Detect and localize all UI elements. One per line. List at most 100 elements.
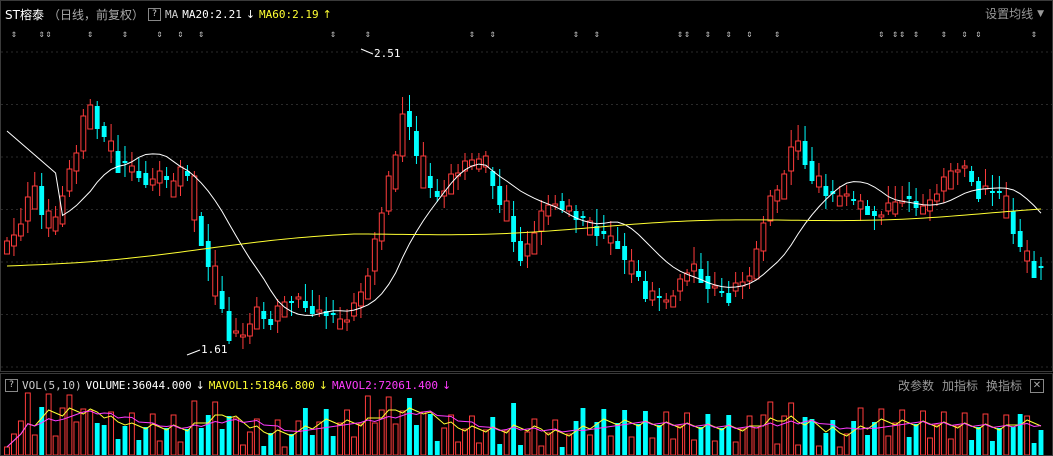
candle — [524, 231, 531, 268]
volume-bar — [427, 414, 433, 455]
candle — [670, 290, 677, 308]
switch-indicator-button[interactable]: 换指标 — [985, 379, 1022, 393]
event-marker-icon[interactable]: ⇕ — [962, 29, 968, 40]
settings-ma-button[interactable]: 设置均线 — [985, 7, 1034, 21]
event-marker-icon[interactable]: ⇕ — [87, 29, 93, 40]
candle — [73, 145, 80, 184]
event-marker-icon[interactable]: ⇕ — [684, 29, 690, 40]
volume-bar — [878, 408, 885, 455]
low-price-label: 1.61 — [201, 343, 228, 356]
volume-down-arrow-icon: ↓ — [195, 378, 205, 392]
period-info: （日线，前复权） — [47, 7, 144, 22]
volume-bar — [1038, 430, 1044, 455]
event-marker-icon[interactable]: ⇕ — [46, 29, 52, 40]
candle — [961, 160, 968, 177]
volume-chart[interactable] — [1, 374, 1052, 455]
candle — [399, 97, 406, 162]
volume-bar — [177, 441, 184, 455]
event-marker-icon[interactable]: ⇕ — [1031, 29, 1037, 40]
event-marker-icon[interactable]: ⇕ — [747, 29, 753, 40]
volume-label: VOLUME:36044.000 — [85, 378, 192, 392]
candle — [878, 211, 885, 225]
event-marker-icon[interactable]: ⇕ — [774, 29, 780, 40]
candle — [268, 311, 274, 330]
modify-params-button[interactable]: 改参数 — [897, 379, 934, 393]
event-marker-icon[interactable]: ⇕ — [39, 29, 45, 40]
volume-bar — [628, 436, 635, 455]
candle — [518, 227, 523, 266]
chevron-down-icon[interactable]: ▼ — [1037, 8, 1044, 19]
candle — [899, 186, 906, 207]
candle — [170, 173, 177, 198]
add-indicator-button[interactable]: 加指标 — [941, 379, 978, 393]
volume-bar — [316, 421, 323, 455]
volume-panel[interactable]: ? VOL(5,10) VOLUME:36044.000 ↓ MAVOL1:51… — [0, 373, 1053, 456]
event-marker-icon[interactable]: ⇕ — [11, 29, 17, 40]
event-marker-icon[interactable]: ⇕ — [198, 29, 204, 40]
candle — [441, 180, 448, 208]
event-marker-icon[interactable]: ⇕ — [469, 29, 475, 40]
event-marker-icon[interactable]: ⇕ — [726, 29, 732, 40]
event-marker-icon[interactable]: ⇕ — [122, 29, 128, 40]
event-marker-icon[interactable]: ⇕ — [594, 29, 600, 40]
volume-bar — [1003, 414, 1010, 455]
help-icon[interactable]: ? — [147, 7, 161, 21]
event-marker-icon[interactable]: ⇕ — [573, 29, 579, 40]
volume-bar — [115, 439, 121, 455]
candle — [482, 151, 489, 173]
ma20-line — [6, 130, 1042, 316]
candle — [94, 101, 100, 139]
vol-help-icon[interactable]: ? — [5, 378, 18, 392]
candle — [295, 293, 302, 308]
volume-bar — [399, 410, 406, 455]
volume-bar — [518, 445, 523, 455]
event-marker-icon[interactable]: ⇕ — [330, 29, 336, 40]
close-icon[interactable]: ✕ — [1030, 378, 1044, 393]
candle — [420, 142, 427, 189]
candle — [407, 95, 412, 140]
event-marker-icon[interactable]: ⇕ — [976, 29, 982, 40]
event-marker-icon[interactable]: ⇕ — [913, 29, 919, 40]
vol-indicator-name[interactable]: VOL(5,10) — [22, 378, 82, 392]
volume-bar — [122, 426, 128, 455]
volume-bar — [274, 419, 281, 455]
volume-bar — [920, 410, 926, 455]
candle — [205, 224, 211, 281]
candle — [385, 171, 392, 215]
volume-bar — [954, 425, 961, 455]
volume-bar — [538, 445, 545, 455]
event-marker-icon[interactable]: ⇕ — [878, 29, 884, 40]
volume-bar — [17, 420, 24, 455]
candle — [309, 290, 315, 317]
candle — [622, 233, 628, 274]
event-marker-icon[interactable]: ⇕ — [941, 29, 947, 40]
volume-bar — [753, 427, 760, 455]
volume-bar — [913, 424, 919, 455]
event-marker-icon[interactable]: ⇕ — [677, 29, 683, 40]
candlestick-chart[interactable]: ⇕ ⇕ ⇕ ⇕ ⇕ ⇕ ⇕ ⇕ ⇕ ⇕ ⇕ ⇕ ⇕ ⇕ ⇕ ⇕ ⇕ ⇕ ⇕ ⇕ ⇕ ⇕ ⇕ ⇕ ⇕ ⇕ ⇕ ⇕2.511.61 — [1, 1, 1052, 371]
event-marker-icon[interactable]: ⇕ — [705, 29, 711, 40]
event-marker-icon[interactable]: ⇕ — [177, 29, 183, 40]
volume-bar — [524, 431, 531, 455]
volume-bar — [344, 409, 350, 455]
price-chart-panel[interactable]: ST榕泰 （日线，前复权） ? MA MA20:2.21 ↓ MA60:2.19… — [0, 0, 1053, 372]
candle — [892, 186, 899, 217]
volume-bar — [295, 420, 302, 455]
volume-bar — [143, 427, 149, 455]
event-marker-icon[interactable]: ⇕ — [157, 29, 163, 40]
indicator-name[interactable]: MA — [164, 7, 179, 21]
volume-bar — [357, 423, 364, 455]
volume-bar — [198, 428, 204, 455]
stock-name[interactable]: ST榕泰 — [5, 7, 44, 22]
volume-bar — [684, 412, 691, 455]
volume-bar — [323, 409, 329, 455]
event-marker-icon[interactable]: ⇕ — [899, 29, 905, 40]
candle — [462, 153, 468, 180]
candle — [677, 274, 684, 301]
candle — [857, 194, 864, 221]
candle — [39, 173, 45, 229]
event-marker-icon[interactable]: ⇕ — [892, 29, 898, 40]
event-marker-icon[interactable]: ⇕ — [490, 29, 496, 40]
candle — [1031, 251, 1037, 278]
event-marker-icon[interactable]: ⇕ — [365, 29, 371, 40]
